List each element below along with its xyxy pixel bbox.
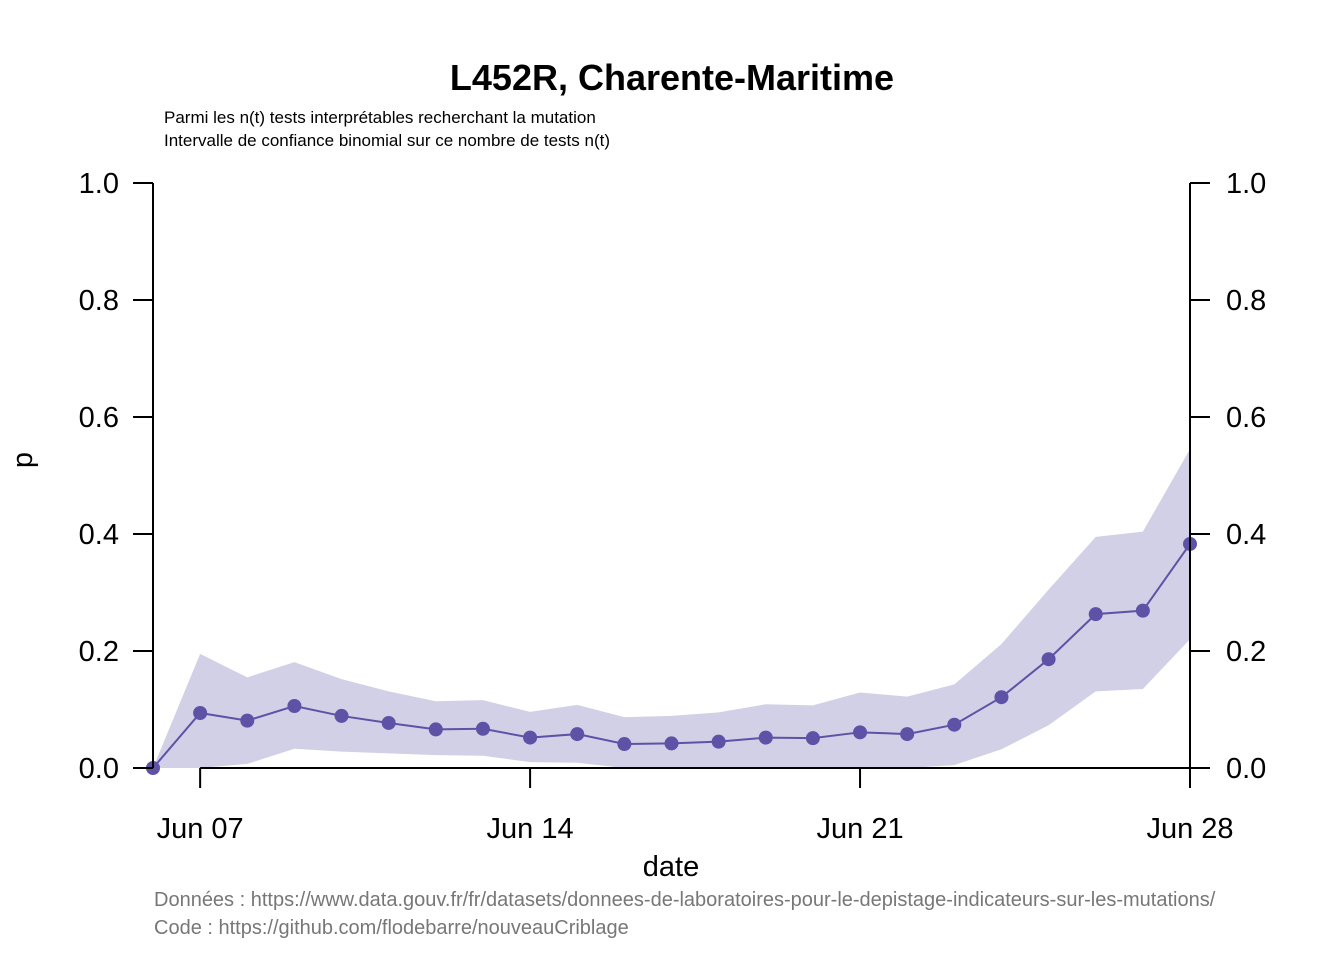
data-point [193, 706, 208, 721]
left-y-tick-label: 0.6 [79, 402, 119, 434]
x-tick-label: Jun 21 [817, 813, 904, 845]
right-y-tick-label: 0.8 [1226, 285, 1266, 317]
data-point [711, 734, 726, 749]
data-point [334, 708, 349, 723]
left-y-tick-label: 0.4 [79, 519, 119, 551]
x-tick-label: Jun 14 [487, 813, 574, 845]
data-point [758, 730, 773, 745]
confidence-band [153, 449, 1190, 768]
data-point [428, 722, 443, 737]
source-code-line: Code : https://github.com/flodebarre/nou… [154, 917, 629, 939]
left-y-tick-label: 1.0 [79, 168, 119, 200]
right-y-tick-label: 1.0 [1226, 168, 1266, 200]
confidence-band-layer [153, 449, 1190, 768]
y-axis-title: p [7, 452, 39, 468]
data-point [617, 737, 632, 752]
right-y-tick-label: 0.0 [1226, 753, 1266, 785]
right-y-tick-label: 0.6 [1226, 402, 1266, 434]
data-point [947, 717, 962, 732]
left-y-tick-label: 0.8 [79, 285, 119, 317]
data-point [1135, 603, 1150, 618]
data-point [1041, 652, 1056, 667]
right-y-tick-label: 0.4 [1226, 519, 1266, 551]
data-point [287, 698, 302, 713]
x-tick-label: Jun 28 [1146, 813, 1233, 845]
data-point [570, 727, 585, 742]
left-y-tick-label: 0.0 [79, 753, 119, 785]
left-y-tick-label: 0.2 [79, 636, 119, 668]
x-axis: Jun 07 Jun 14 Jun 21 Jun 28 [157, 767, 1234, 845]
chart-subtitle-line-2: Intervalle de confiance binomial sur ce … [164, 131, 610, 150]
data-point [805, 731, 820, 746]
right-y-tick-label: 0.2 [1226, 636, 1266, 668]
data-point [994, 690, 1009, 705]
data-point [475, 721, 490, 736]
chart-title: L452R, Charente-Maritime [450, 57, 894, 98]
left-y-axis: 0.0 0.2 0.4 0.6 0.8 1.0 [79, 168, 154, 785]
x-axis-title: date [643, 851, 699, 883]
data-point [381, 715, 396, 730]
data-point [900, 727, 915, 742]
data-point [664, 736, 679, 751]
data-point [240, 713, 255, 728]
source-data-line: Données : https://www.data.gouv.fr/fr/da… [154, 889, 1216, 911]
x-tick-label: Jun 07 [157, 813, 244, 845]
data-point [523, 730, 538, 745]
data-point [1088, 607, 1103, 622]
data-point [853, 725, 868, 740]
chart-subtitle-line-1: Parmi les n(t) tests interprétables rech… [164, 108, 596, 127]
right-y-axis: 0.0 0.2 0.4 0.6 0.8 1.0 [1189, 168, 1266, 785]
